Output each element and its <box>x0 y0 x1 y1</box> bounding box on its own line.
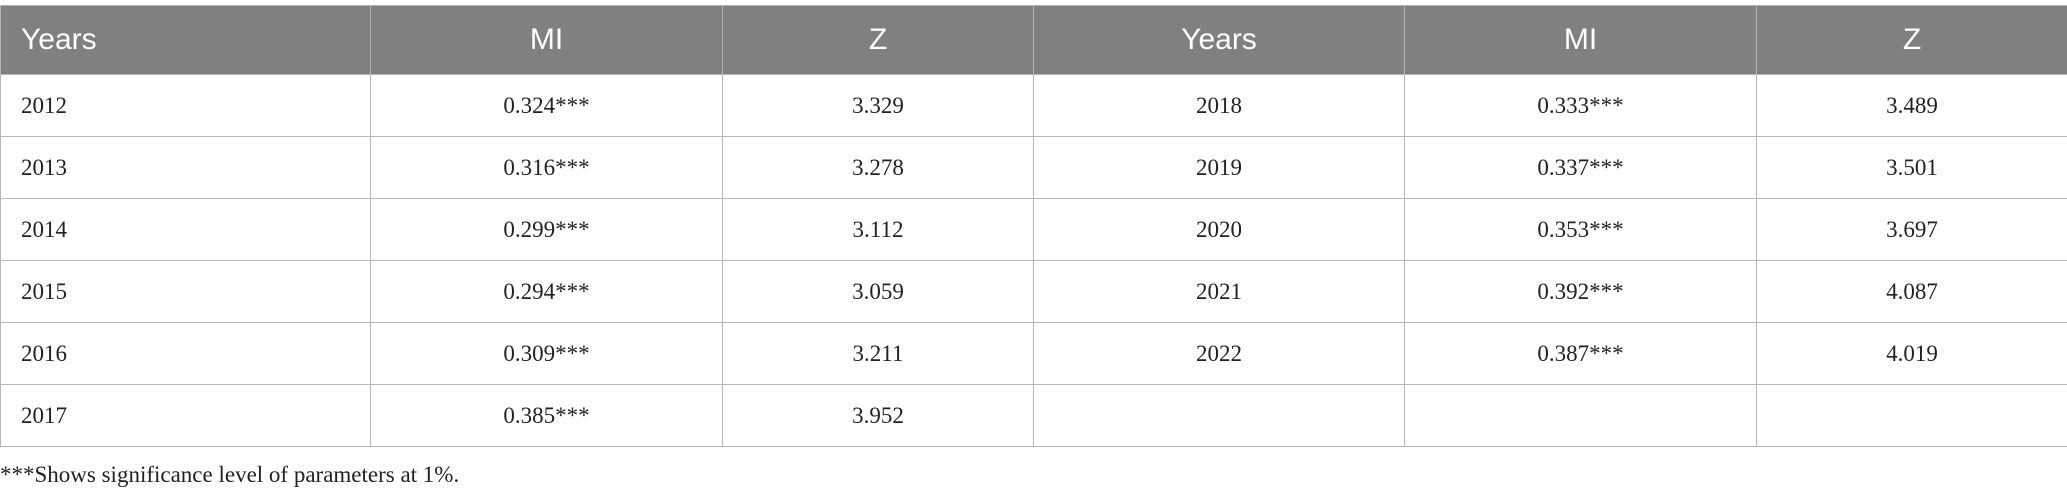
table-cell: 3.059 <box>722 260 1034 323</box>
table-row: 2012 0.324*** 3.329 2018 0.333*** 3.489 <box>0 74 2067 137</box>
header-cell: MI <box>370 5 723 75</box>
table-cell: 2018 <box>1033 74 1405 137</box>
header-cell: Z <box>722 5 1034 75</box>
table-cell: 4.087 <box>1756 260 2067 323</box>
table-cell: 3.112 <box>722 198 1034 261</box>
header-cell: Years <box>0 5 371 75</box>
table-body: 2012 0.324*** 3.329 2018 0.333*** 3.489 2013 0.… <box>0 74 2067 447</box>
table-cell: 2017 <box>0 384 371 447</box>
table-cell: 3.278 <box>722 136 1034 199</box>
table-cell: 2012 <box>0 74 371 137</box>
footnote: ***Shows significance level of parameter… <box>0 462 460 487</box>
empty-cell <box>1404 384 1757 447</box>
table-cell: 3.501 <box>1756 136 2067 199</box>
table-cell: 2016 <box>0 322 371 385</box>
table-cell: 2020 <box>1033 198 1405 261</box>
table-cell: 2021 <box>1033 260 1405 323</box>
table-cell: 2015 <box>0 260 371 323</box>
table-row: 2015 0.294*** 3.059 2021 0.392*** 4.087 <box>0 260 2067 323</box>
table-cell: 3.211 <box>722 322 1034 385</box>
table-cell: 0.387*** <box>1404 322 1757 385</box>
table-cell: 3.697 <box>1756 198 2067 261</box>
table-cell: 4.019 <box>1756 322 2067 385</box>
data-table: Years MI Z Years MI Z 2012 0.324*** 3.329 2018 0.… <box>0 5 2067 447</box>
table-cell: 3.952 <box>722 384 1034 447</box>
header-cell: Years <box>1033 5 1405 75</box>
table-cell: 0.309*** <box>370 322 723 385</box>
table-cell: 0.337*** <box>1404 136 1757 199</box>
empty-cell <box>1756 384 2067 447</box>
table-cell: 3.329 <box>722 74 1034 137</box>
table-row: 2017 0.385*** 3.952 <box>0 384 2067 447</box>
table-row: 2013 0.316*** 3.278 2019 0.337*** 3.501 <box>0 136 2067 199</box>
table-cell: 0.294*** <box>370 260 723 323</box>
table-row: 2016 0.309*** 3.211 2022 0.387*** 4.019 <box>0 322 2067 385</box>
table-cell: 2022 <box>1033 322 1405 385</box>
table-cell: 2013 <box>0 136 371 199</box>
table-cell: 0.333*** <box>1404 74 1757 137</box>
table-cell: 0.316*** <box>370 136 723 199</box>
table-cell: 2014 <box>0 198 371 261</box>
table-cell: 0.392*** <box>1404 260 1757 323</box>
header-row: Years MI Z Years MI Z <box>0 5 2067 75</box>
table-cell: 0.353*** <box>1404 198 1757 261</box>
header-cell: Z <box>1756 5 2067 75</box>
table-cell: 0.385*** <box>370 384 723 447</box>
table-cell: 0.299*** <box>370 198 723 261</box>
table-cell: 0.324*** <box>370 74 723 137</box>
table-row: 2014 0.299*** 3.112 2020 0.353*** 3.697 <box>0 198 2067 261</box>
table-cell: 3.489 <box>1756 74 2067 137</box>
table-cell: 2019 <box>1033 136 1405 199</box>
header-cell: MI <box>1404 5 1757 75</box>
empty-cell <box>1033 384 1405 447</box>
